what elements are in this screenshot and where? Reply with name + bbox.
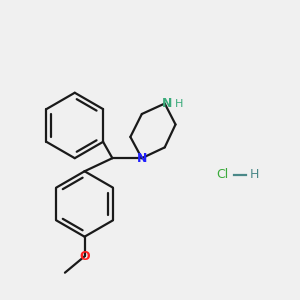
Text: O: O: [79, 250, 90, 263]
Text: N: N: [162, 97, 172, 110]
Text: H: H: [249, 168, 259, 181]
Text: Cl: Cl: [216, 168, 228, 181]
Text: N: N: [136, 152, 147, 165]
Text: H: H: [175, 98, 184, 109]
